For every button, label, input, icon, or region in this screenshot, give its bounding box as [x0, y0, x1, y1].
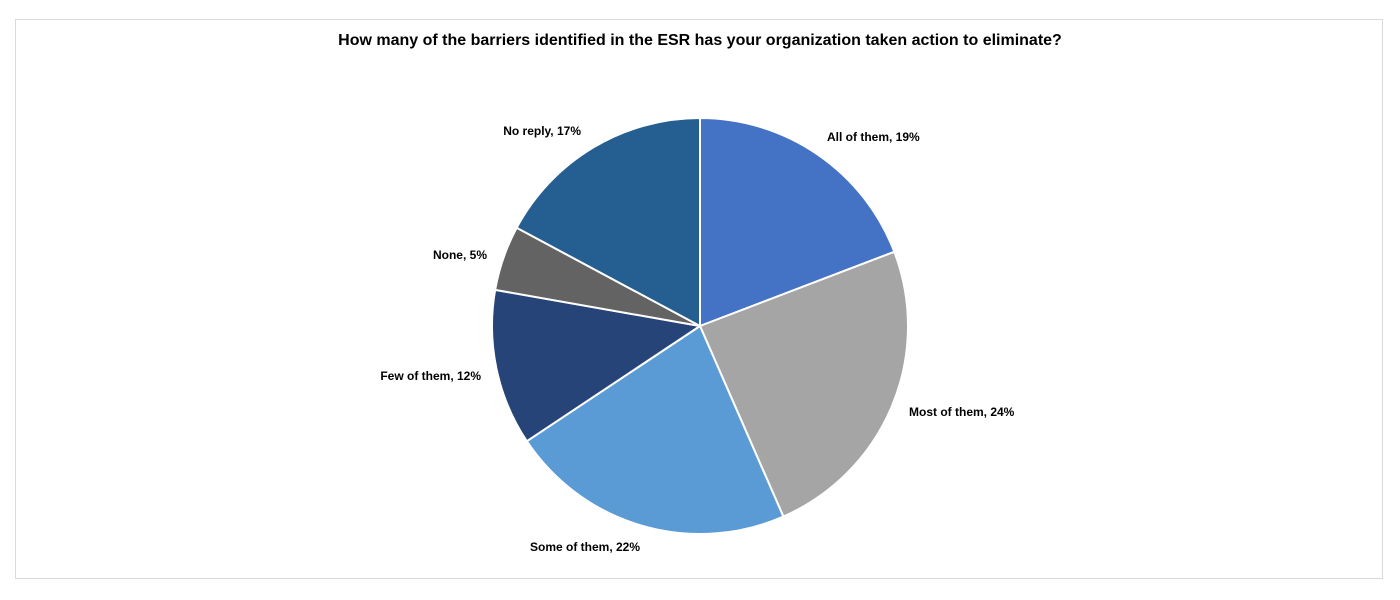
data-label-most-of-them: Most of them, 24% — [909, 405, 1015, 419]
pie-slice-most-of-them — [699, 250, 909, 518]
data-label-all-of-them: All of them, 19% — [827, 130, 920, 144]
pie-slice-few-of-them — [491, 288, 701, 443]
pie-slices — [491, 117, 909, 535]
pie-slice-some-of-them — [525, 325, 785, 535]
chart-title: How many of the barriers identified in t… — [338, 32, 1062, 49]
data-label-none: None, 5% — [433, 248, 487, 262]
data-label-few-of-them: Few of them, 12% — [380, 369, 481, 383]
pie-slice-all-of-them — [699, 117, 896, 327]
data-label-no-reply: No reply, 17% — [503, 124, 581, 138]
data-label-some-of-them: Some of them, 22% — [530, 540, 640, 554]
pie-slice-no-reply — [515, 117, 701, 327]
pie-labels: All of them, 19% Most of them, 24% Some of… — [380, 124, 1014, 554]
